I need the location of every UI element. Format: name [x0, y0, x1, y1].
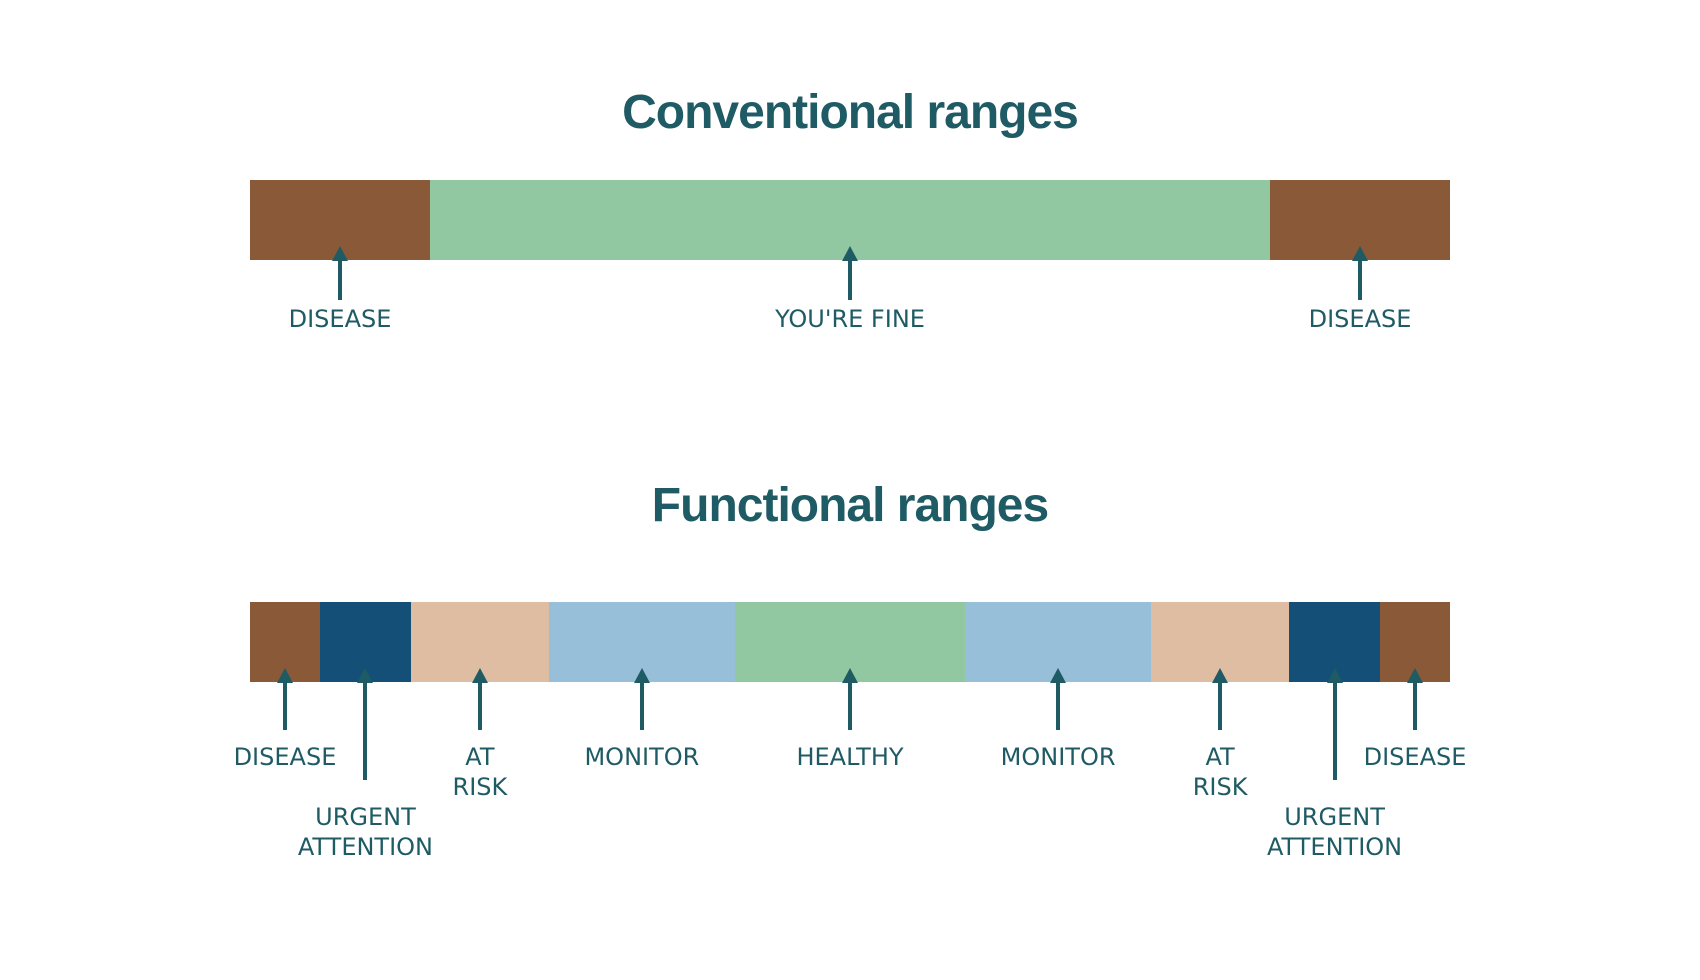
range-label-at-risk-high: AT RISK: [1193, 742, 1248, 802]
range-label-line: URGENT: [315, 803, 416, 831]
range-label-healthy: HEALTHY: [796, 742, 903, 772]
range-label-urgent-attention-low: URGENT ATTENTION: [298, 802, 433, 862]
range-label-line: ATTENTION: [297, 833, 434, 861]
up-arrow-icon: [633, 668, 650, 730]
range-label-monitor-high: MONITOR: [1001, 742, 1116, 772]
up-arrow-icon: [1352, 246, 1368, 300]
arrow-shaft: [639, 681, 644, 730]
arrowhead: [332, 246, 348, 261]
conventional-ranges-title: Conventional ranges: [622, 86, 1079, 140]
arrow-shaft: [1056, 681, 1061, 730]
range-label-disease-high: DISEASE: [1364, 742, 1467, 772]
arrowhead: [471, 668, 488, 683]
arrow-shaft: [1332, 681, 1337, 780]
arrow-shaft: [1413, 681, 1418, 730]
range-label-line: DISEASE: [1363, 743, 1467, 771]
arrowhead: [842, 668, 858, 683]
arrow-shaft: [1358, 259, 1362, 300]
conventional-range-bar: [250, 180, 1450, 260]
range-label-line: RISK: [1192, 773, 1248, 801]
range-label-line: HEALTHY: [796, 743, 904, 771]
up-arrow-icon: [471, 668, 488, 730]
arrowhead: [1212, 668, 1229, 683]
arrowhead: [1352, 246, 1368, 261]
arrowhead: [633, 668, 650, 683]
range-label-line: YOU'RE FINE: [775, 305, 925, 333]
up-arrow-icon: [357, 668, 374, 780]
range-label-youre-fine: YOU'RE FINE: [775, 304, 925, 334]
range-label-line: MONITOR: [1000, 743, 1116, 771]
range-label-line: RISK: [452, 773, 508, 801]
range-label-disease-low: DISEASE: [289, 304, 392, 334]
functional-ranges-title: Functional ranges: [651, 479, 1049, 533]
range-label-line: AT: [1205, 743, 1235, 771]
range-label-line: MONITOR: [584, 743, 700, 771]
arrow-shaft: [848, 681, 852, 730]
conventional-ranges-figure: DISEASE YOU'RE FINE DISEASE: [250, 180, 1450, 333]
arrowhead: [842, 246, 858, 261]
arrowhead: [1050, 668, 1067, 683]
up-arrow-icon: [842, 668, 858, 730]
arrow-shaft: [477, 681, 482, 730]
up-arrow-icon: [276, 668, 293, 730]
arrowhead: [357, 668, 374, 683]
arrowhead: [1326, 668, 1343, 683]
range-label-at-risk-low: AT RISK: [453, 742, 508, 802]
up-arrow-icon: [332, 246, 348, 300]
arrow-shaft: [1218, 681, 1223, 730]
arrow-shaft: [282, 681, 287, 730]
up-arrow-icon: [1407, 668, 1424, 730]
range-label-disease-low: DISEASE: [234, 742, 337, 772]
up-arrow-icon: [842, 246, 858, 300]
range-label-line: DISEASE: [1308, 305, 1412, 333]
arrow-shaft: [848, 259, 852, 300]
arrowhead: [276, 668, 293, 683]
arrow-shaft: [338, 259, 342, 300]
functional-ranges-figure: DISEASE URGENT ATTENTION AT RISK MONITOR HEALT…: [234, 602, 1466, 861]
range-label-disease-high: DISEASE: [1309, 304, 1412, 334]
range-label-urgent-attention-high: URGENT ATTENTION: [1267, 802, 1402, 862]
range-label-monitor-low: MONITOR: [584, 742, 699, 772]
arrowhead: [1407, 668, 1424, 683]
arrow-shaft: [363, 681, 368, 780]
range-label-line: ATTENTION: [1266, 833, 1403, 861]
range-label-line: DISEASE: [233, 743, 337, 771]
range-label-line: DISEASE: [288, 305, 392, 333]
up-arrow-icon: [1326, 668, 1343, 780]
up-arrow-icon: [1212, 668, 1229, 730]
up-arrow-icon: [1050, 668, 1067, 730]
range-label-line: URGENT: [1284, 803, 1385, 831]
range-label-line: AT: [465, 743, 495, 771]
